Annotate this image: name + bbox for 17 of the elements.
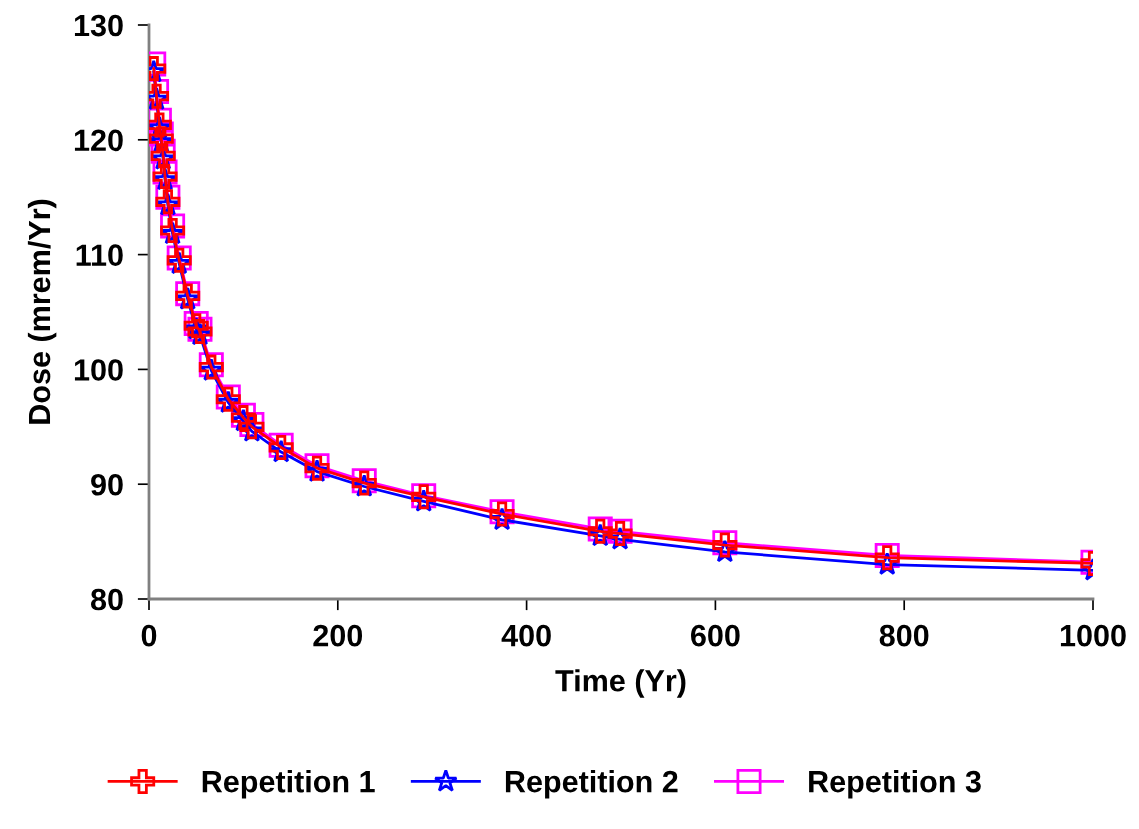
legend-label: Repetition 2 [505, 770, 678, 799]
legend-label: Repetition 3 [809, 770, 981, 799]
x-tick-label: 200 [313, 624, 363, 647]
y-axis-title: Dose (mrem/Yr) [27, 199, 57, 424]
x-tick-label: 0 [141, 624, 157, 647]
x-tick-label: 600 [691, 624, 740, 647]
y-tick-label: 120 [74, 129, 123, 152]
y-tick-label: 110 [76, 244, 123, 266]
x-tick-label: 400 [501, 624, 551, 647]
x-tick-label: 800 [879, 624, 929, 647]
x-axis-title: Time (Yr) [555, 669, 686, 698]
legend-label: Repetition 1 [202, 770, 375, 799]
y-tick-label: 100 [74, 359, 123, 381]
x-tick-label: 1000 [1060, 624, 1126, 647]
y-tick-label: 80 [90, 588, 123, 611]
y-tick-label: 90 [91, 473, 123, 496]
y-tick-label: 130 [74, 14, 123, 37]
